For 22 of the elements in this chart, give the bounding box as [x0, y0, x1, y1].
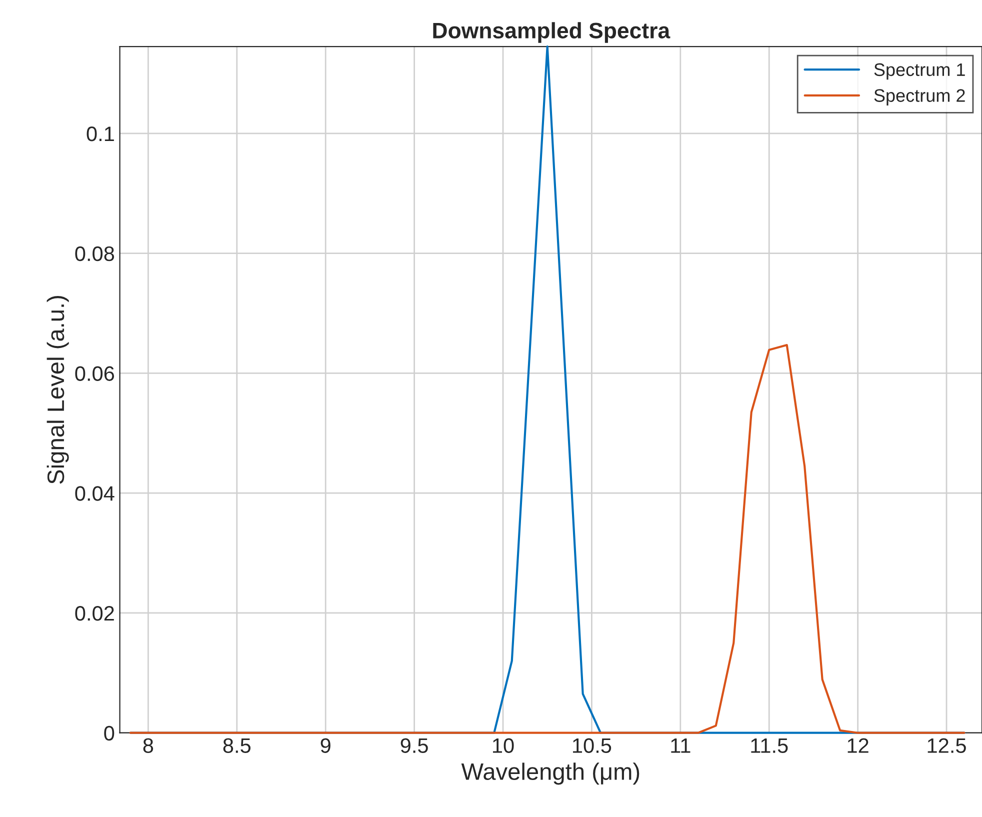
x-tick-label: 9.5 [400, 738, 428, 754]
x-tick-label: 9 [320, 738, 330, 754]
line-series [129, 344, 966, 734]
x-axis-title: Wavelength (μm) [461, 762, 640, 785]
x-tick-label: 10.5 [573, 738, 612, 754]
y-tick-label: 0.1 [86, 126, 114, 142]
chart-title: Downsampled Spectra [433, 22, 670, 43]
x-tick-label: 10 [493, 738, 514, 754]
x-tick-label: 8 [143, 738, 154, 754]
x-tick-label: 11 [671, 738, 690, 753]
y-tick-label: 0.06 [75, 366, 114, 381]
x-tick-label: 12 [848, 738, 868, 753]
y-tick-label: 0.04 [75, 486, 114, 501]
legend-label: Spectrum 1 [874, 63, 965, 80]
x-tick-label: 12.5 [928, 738, 966, 754]
x-tick-label: 8.5 [223, 738, 250, 754]
y-tick-label: 0.08 [75, 246, 114, 262]
x-tick-label: 11.5 [751, 738, 788, 754]
y-tick-label: 0.02 [75, 606, 114, 621]
y-axis-title: Signal Level (a.u.) [46, 296, 69, 484]
legend-label: Spectrum 2 [874, 89, 965, 106]
y-tick-label: 0 [104, 726, 114, 741]
